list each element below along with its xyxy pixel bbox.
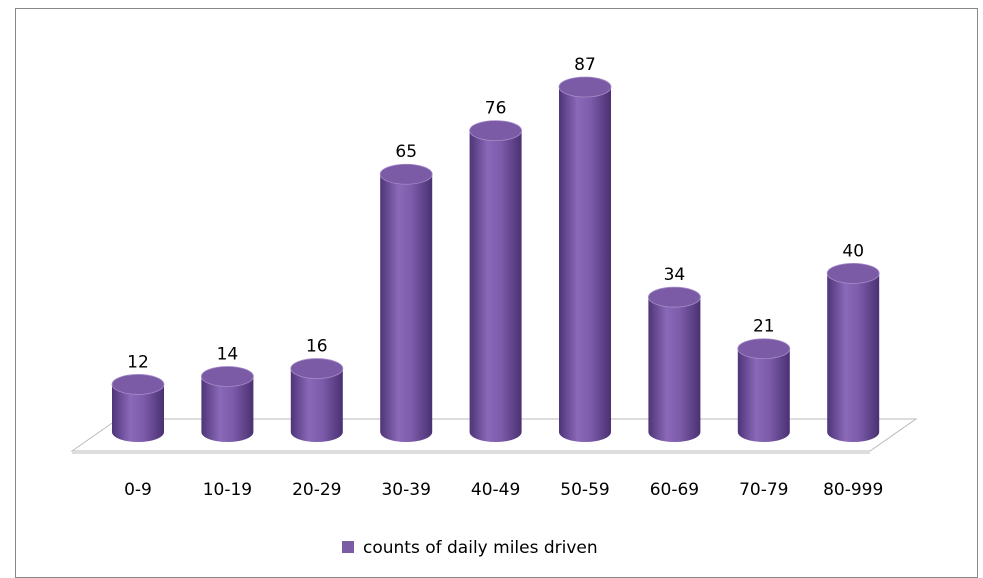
data-label: 34 xyxy=(664,265,686,285)
bar-top xyxy=(558,76,612,98)
data-label: 16 xyxy=(306,337,328,357)
x-tick-label: 0-9 xyxy=(124,480,152,500)
bar xyxy=(737,348,790,442)
x-tick-label: 60-69 xyxy=(650,480,699,500)
bar-top xyxy=(737,338,791,360)
data-label: 40 xyxy=(842,241,864,261)
bar xyxy=(201,376,254,442)
x-tick-label: 70-79 xyxy=(739,480,788,500)
x-tick-label: 40-49 xyxy=(471,480,520,500)
x-tick-label: 10-19 xyxy=(203,480,252,500)
bar-top xyxy=(200,366,254,387)
bar-top xyxy=(111,374,165,395)
data-label: 87 xyxy=(574,55,596,75)
data-label: 65 xyxy=(395,142,417,162)
bar-top xyxy=(648,286,701,308)
bar xyxy=(559,87,611,442)
bar xyxy=(290,368,343,442)
x-tick-label: 80-999 xyxy=(823,480,883,500)
data-label: 76 xyxy=(485,99,507,119)
x-tick-label: 20-29 xyxy=(292,480,341,500)
data-label: 14 xyxy=(217,344,239,364)
x-tick-label: 30-39 xyxy=(381,480,430,500)
bar-top xyxy=(469,120,523,142)
bar xyxy=(469,130,522,442)
legend-label: counts of daily miles driven xyxy=(363,538,598,558)
bar xyxy=(112,384,164,442)
data-label: 21 xyxy=(753,317,775,337)
data-label: 12 xyxy=(127,352,149,372)
bar xyxy=(648,297,701,442)
legend-swatch xyxy=(342,541,354,553)
x-tick-label: 50-59 xyxy=(560,480,609,500)
bar-top xyxy=(290,358,344,379)
bar-top xyxy=(826,262,880,284)
bar-top xyxy=(379,163,433,185)
bar xyxy=(380,174,433,442)
bar xyxy=(827,273,880,442)
floor-edge xyxy=(72,451,870,454)
